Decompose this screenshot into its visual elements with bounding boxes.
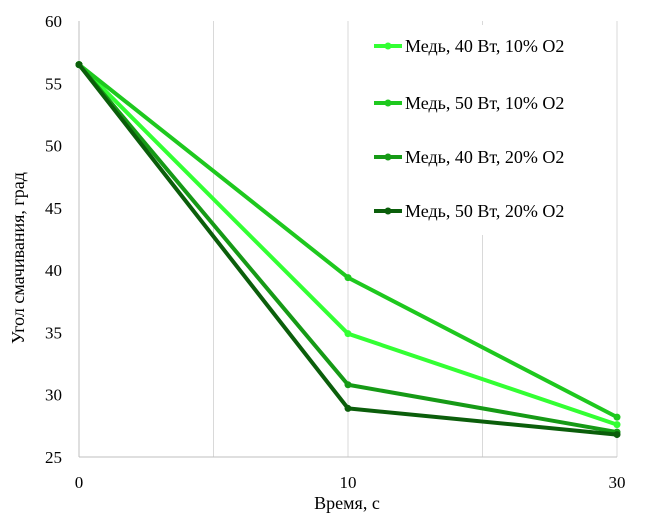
legend: Медь, 40 Вт, 10% O2 Медь, 50 Вт, 10% O2 Ме… — [374, 36, 564, 221]
x-tick-label: 30 — [609, 473, 626, 492]
legend-marker — [384, 207, 392, 215]
tick-labels: 25 30 35 40 45 50 55 60 0 10 30 — [45, 12, 626, 492]
y-axis-title: Угол смачивания, град — [8, 172, 28, 344]
legend-item: Медь, 50 Вт, 20% O2 — [374, 201, 564, 221]
data-point — [613, 421, 621, 429]
series-4 — [75, 61, 621, 439]
legend-item: Медь, 40 Вт, 10% O2 — [374, 36, 564, 56]
y-tick-label: 30 — [45, 386, 62, 405]
legend-label: Медь, 50 Вт, 20% O2 — [405, 201, 564, 221]
axes — [78, 21, 617, 458]
legend-marker — [384, 42, 392, 50]
legend-marker — [384, 153, 392, 161]
x-tick-label: 10 — [340, 473, 357, 492]
legend-background — [352, 25, 616, 235]
y-tick-label: 50 — [45, 137, 62, 156]
series-lines — [75, 61, 621, 439]
y-tick-label: 60 — [45, 12, 62, 31]
y-tick-label: 45 — [45, 199, 62, 218]
x-tick-label: 0 — [75, 473, 84, 492]
legend-label: Медь, 40 Вт, 20% O2 — [405, 147, 564, 167]
legend-label: Медь, 50 Вт, 10% O2 — [405, 93, 564, 113]
legend-label: Медь, 40 Вт, 10% O2 — [405, 36, 564, 56]
data-point — [613, 431, 621, 439]
legend-marker — [384, 99, 392, 107]
data-point — [344, 330, 352, 338]
y-tick-label: 25 — [45, 448, 62, 467]
data-point — [613, 413, 621, 421]
data-point — [344, 404, 352, 412]
data-point — [344, 381, 352, 389]
y-tick-label: 40 — [45, 261, 62, 280]
legend-item: Медь, 40 Вт, 20% O2 — [374, 147, 564, 167]
y-tick-label: 55 — [45, 74, 62, 93]
data-point — [75, 61, 83, 69]
data-point — [344, 274, 352, 282]
x-axis-title: Время, с — [314, 493, 380, 513]
y-tick-label: 35 — [45, 323, 62, 342]
legend-item: Медь, 50 Вт, 10% O2 — [374, 93, 564, 113]
